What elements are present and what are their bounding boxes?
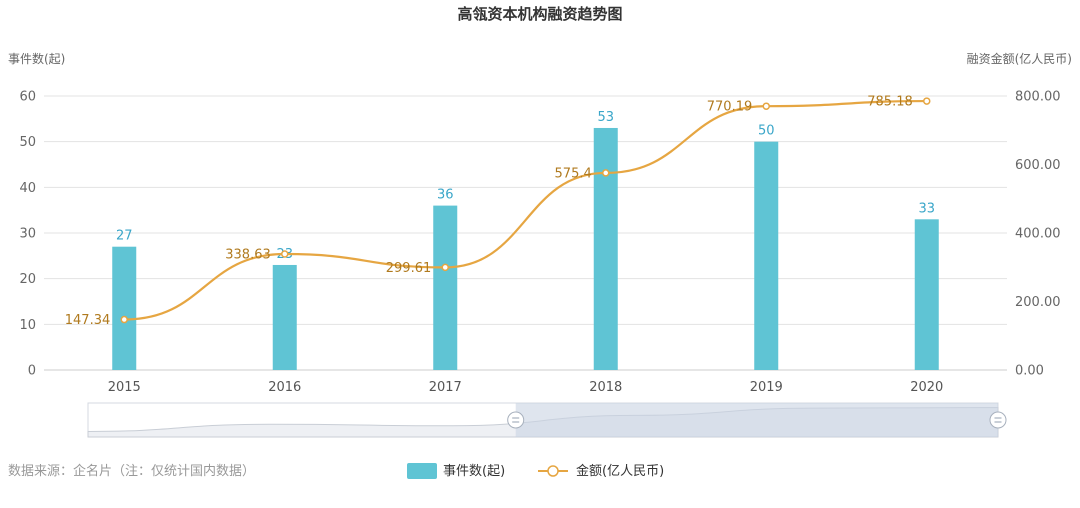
data-source-note: 数据来源：企名片（注：仅统计国内数据） <box>8 463 255 479</box>
line-value-label: 147.34 <box>65 313 111 328</box>
bar-value-label: 50 <box>758 124 775 139</box>
line-series: 147.34 338.63 299.61 575.4 770.19 785.18 <box>65 95 931 328</box>
x-tick-label: 2019 <box>750 380 783 395</box>
line-point[interactable] <box>602 169 610 177</box>
legend-line-marker <box>547 465 559 477</box>
bar-value-label: 33 <box>918 201 935 216</box>
line-value-label: 575.4 <box>555 166 592 181</box>
x-axis-ticks: 2015 2016 2017 2018 2019 2020 <box>108 380 944 395</box>
line-value-label: 338.63 <box>225 248 271 263</box>
bar[interactable] <box>433 205 458 370</box>
legend-label-events: 事件数(起) <box>443 464 505 479</box>
right-tick-label: 600.00 <box>1015 158 1061 173</box>
x-tick-label: 2016 <box>268 380 301 395</box>
chart-title: 高瓴资本机构融资趋势图 <box>457 5 622 23</box>
right-tick-label: 200.00 <box>1015 295 1061 310</box>
line-value-label: 770.19 <box>707 100 753 115</box>
bar[interactable] <box>754 141 779 370</box>
line-point[interactable] <box>923 97 931 105</box>
right-tick-label: 0.00 <box>1015 364 1044 379</box>
line-point[interactable] <box>762 102 770 110</box>
grid-lines <box>44 95 1007 371</box>
bar[interactable] <box>112 246 137 370</box>
legend: 事件数(起) 金额(亿人民币) <box>407 463 664 479</box>
line-point[interactable] <box>120 315 128 324</box>
left-tick-label: 40 <box>19 181 36 196</box>
x-tick-label: 2015 <box>108 380 141 395</box>
legend-item-events[interactable]: 事件数(起) <box>407 463 505 479</box>
left-tick-label: 30 <box>19 227 36 242</box>
left-tick-label: 60 <box>19 90 36 105</box>
legend-bar-swatch <box>407 463 437 479</box>
line-point[interactable] <box>441 263 449 272</box>
legend-label-amount: 金额(亿人民币) <box>576 463 664 479</box>
x-tick-label: 2020 <box>910 380 943 395</box>
bar[interactable] <box>593 127 618 370</box>
line-point[interactable] <box>281 250 289 258</box>
right-tick-label: 400.00 <box>1015 227 1061 242</box>
right-tick-label: 800.00 <box>1015 90 1061 105</box>
amount-line <box>124 99 927 321</box>
x-tick-label: 2017 <box>429 380 462 395</box>
legend-item-amount[interactable]: 金额(亿人民币) <box>538 463 664 479</box>
left-tick-label: 20 <box>19 272 36 287</box>
zoom-slider[interactable] <box>87 402 1007 438</box>
bar-series: 272336535033 <box>112 110 939 370</box>
left-tick-label: 50 <box>19 135 36 150</box>
left-tick-label: 0 <box>28 364 36 379</box>
right-axis-ticks: 0.00 200.00 400.00 600.00 800.00 <box>1015 90 1061 379</box>
bar-value-label: 53 <box>597 110 614 125</box>
bar[interactable] <box>272 264 297 370</box>
left-axis-ticks: 0 10 20 30 40 50 60 <box>19 90 36 379</box>
left-axis-name: 事件数(起) <box>8 51 65 66</box>
bar[interactable] <box>914 219 939 370</box>
zoom-handle-right[interactable] <box>989 411 1007 429</box>
left-tick-label: 10 <box>19 318 36 333</box>
bar-value-label: 36 <box>437 188 454 203</box>
line-value-label: 785.18 <box>867 95 913 110</box>
zoom-slider-selection[interactable] <box>515 403 998 437</box>
line-value-label: 299.61 <box>386 261 432 276</box>
right-axis-name: 融资金额(亿人民币) <box>967 51 1072 66</box>
zoom-handle-left[interactable] <box>507 411 525 429</box>
bar-value-label: 27 <box>116 229 133 244</box>
x-tick-label: 2018 <box>589 380 622 395</box>
